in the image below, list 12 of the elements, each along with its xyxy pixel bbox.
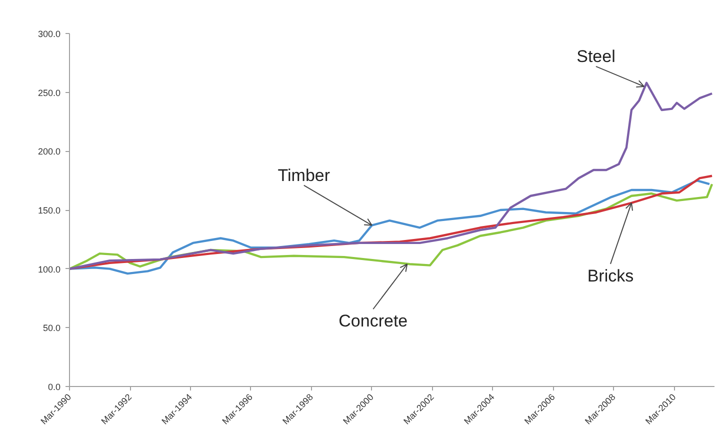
line-series xyxy=(70,82,714,270)
annotation: Concrete xyxy=(338,312,408,331)
y-tick-label: 300.0 xyxy=(38,29,61,39)
y-tick-label: 200.0 xyxy=(38,146,61,157)
y-tick-label: 100.0 xyxy=(38,264,61,274)
y-tick-label: 250.0 xyxy=(38,88,61,98)
annotation: Timber xyxy=(278,166,330,185)
annotation: Steel xyxy=(576,46,616,66)
y-tick-label: 50.0 xyxy=(42,323,61,334)
y-tick-label: 0.0 xyxy=(48,382,61,392)
y-tick-label: 150.0 xyxy=(38,206,61,216)
annotation: Bricks xyxy=(587,266,634,286)
